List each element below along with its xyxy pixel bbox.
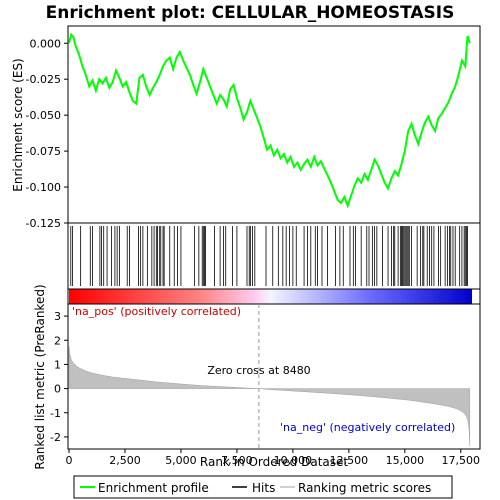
- legend-metric-label: Ranking metric scores: [298, 481, 431, 495]
- rank-heatmap-bar: [69, 289, 472, 304]
- enrichment-profile-line: [68, 32, 471, 209]
- es-panel-frame: [67, 25, 481, 224]
- x-tick-label: 12,500: [330, 454, 369, 467]
- es-y-tick-label: -0.050: [26, 109, 61, 122]
- zero-cross-label: Zero cross at 8480: [207, 364, 310, 377]
- neg-label: 'na_neg' (negatively correlated): [280, 421, 455, 434]
- x-tick-label: 2,500: [109, 454, 141, 467]
- ranking-metric-area: [68, 346, 471, 447]
- metric-y-tick-label: -1: [50, 407, 61, 420]
- metric-y-tick-label: 1: [54, 358, 61, 371]
- x-axis-label: Rank in Ordered Dataset: [200, 455, 348, 469]
- es-y-axis-label: Enrichment score (ES): [11, 58, 25, 191]
- metric-y-axis-label: Ranked list metric (PreRanked): [33, 284, 47, 469]
- metric-y-tick-label: -2: [50, 431, 61, 444]
- x-tick-label: 15,000: [386, 454, 425, 467]
- x-tick-label: 10,000: [274, 454, 313, 467]
- metric-y-tick-label: 3: [54, 310, 61, 323]
- pos-label: 'na_pos' (positively correlated): [72, 305, 241, 318]
- es-y-tick-label: -0.125: [26, 217, 61, 230]
- x-tick-label: 7,500: [221, 454, 253, 467]
- es-y-tick-label: -0.100: [26, 181, 61, 194]
- metric-panel-frame: [67, 303, 481, 450]
- legend-hits-label: Hits: [252, 481, 275, 495]
- metric-y-tick-label: 2: [54, 334, 61, 347]
- es-y-tick-label: -0.025: [26, 73, 61, 86]
- legend-frame: [73, 475, 453, 499]
- chart-title: Enrichment plot: CELLULAR_HOMEOSTASIS: [46, 3, 455, 23]
- legend: Enrichment profile Hits Ranking metric s…: [73, 475, 453, 499]
- legend-enrichment-label: Enrichment profile: [98, 481, 209, 495]
- x-tick-label: 17,500: [442, 454, 481, 467]
- metric-y-tick-label: 0: [54, 383, 61, 396]
- es-y-tick-label: 0.000: [30, 37, 62, 50]
- es-y-tick-label: -0.075: [26, 145, 61, 158]
- x-tick-label: 0: [66, 454, 73, 467]
- x-tick-label: 5,000: [165, 454, 197, 467]
